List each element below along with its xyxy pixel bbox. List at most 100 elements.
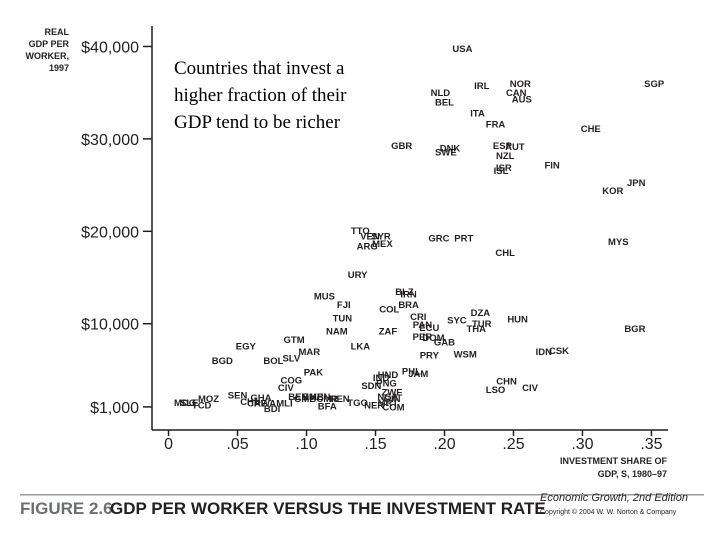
data-point-label: BEL xyxy=(435,97,454,108)
data-point-label: IRN xyxy=(400,290,417,301)
data-point-label: NAM xyxy=(326,327,348,338)
data-point-label: NLD xyxy=(431,88,451,99)
x-tick-label: 0 xyxy=(164,436,173,453)
data-point-label: CSK xyxy=(549,346,569,357)
data-point-label: SYR xyxy=(371,231,391,242)
y-tick-label: $1,000 xyxy=(90,400,139,417)
data-point-label: MDG xyxy=(174,398,196,409)
data-point-label: BDI xyxy=(264,404,280,415)
data-point-label: ZAF xyxy=(379,327,398,338)
data-point-label: CIV xyxy=(278,383,295,394)
x-tick-label: .30 xyxy=(571,436,593,453)
data-point-label: THA xyxy=(466,324,486,335)
data-point-label: PAN xyxy=(413,320,432,331)
data-point-label: GHA xyxy=(250,393,271,404)
x-tick-label: .10 xyxy=(295,436,317,453)
data-point-label: AUT xyxy=(505,142,525,153)
data-point-label: EGY xyxy=(236,341,257,352)
data-point-label: MAR xyxy=(298,347,320,358)
data-point-label: CIV xyxy=(522,383,539,394)
data-point-label: DOM xyxy=(422,333,444,344)
x-tick-label: .25 xyxy=(502,436,524,453)
data-point-label: GAB xyxy=(434,338,455,349)
data-point-label: HUN xyxy=(507,315,528,326)
data-point-label: ZMB xyxy=(303,392,324,403)
data-point-label: NGA xyxy=(377,392,398,403)
data-point-label: NZL xyxy=(496,151,515,162)
data-point-label: COG xyxy=(281,376,303,387)
data-point-label: CRI xyxy=(410,312,426,323)
data-point-label: LSO xyxy=(486,385,506,396)
figure-number: FIGURE 2.6 xyxy=(20,499,113,518)
data-point-label: ISR xyxy=(496,163,512,174)
data-point-label: REN xyxy=(330,394,350,405)
data-point-label: MLI xyxy=(276,399,292,410)
data-point-label: NER xyxy=(364,401,384,412)
data-point-label: TTO xyxy=(351,226,370,237)
x-axis-title-line: GDP, S, 1980–97 xyxy=(598,469,667,479)
x-tick-label: .05 xyxy=(226,436,248,453)
annotation-line: Countries that invest a xyxy=(174,58,345,79)
annotation-line: GDP tend to be richer xyxy=(174,112,341,133)
data-point-label: SDN xyxy=(361,381,381,392)
data-point-label: MRT xyxy=(378,398,399,409)
data-point-label: SLV xyxy=(282,353,300,364)
data-point-label: TCD xyxy=(192,401,212,412)
data-point-label: COM xyxy=(382,402,404,413)
data-point-label: FJI xyxy=(337,300,351,311)
data-point-label: SEN xyxy=(228,390,248,401)
y-axis-title-line: 1997 xyxy=(49,63,69,73)
data-point-label: PRY xyxy=(420,351,440,362)
data-point-label: JAM xyxy=(408,369,428,380)
data-point-label: JPN xyxy=(627,178,646,189)
data-point-label: PHL xyxy=(402,366,421,377)
data-point-label: LKA xyxy=(351,341,371,352)
data-point-label: TGO xyxy=(347,398,368,409)
data-point-label: SGP xyxy=(644,79,665,90)
data-point-label: IND xyxy=(373,373,390,384)
data-point-label: NOR xyxy=(510,79,531,90)
data-point-label: RWA xyxy=(254,399,276,410)
data-point-label: CAF xyxy=(247,399,267,410)
data-point-label: PER xyxy=(413,332,433,343)
publisher-label: Economic Growth, 2nd Edition xyxy=(540,492,688,504)
axes-group: $1,000 $10,000 $20,000 $30,000 $40,000 0 .05 .1… xyxy=(81,26,668,453)
data-point-label: BFA xyxy=(318,401,337,412)
data-point-label: BGR xyxy=(624,324,645,335)
data-point-label: BOL xyxy=(263,356,283,367)
copyright-label: Copyright © 2004 W. W. Norton & Company xyxy=(540,508,677,516)
data-point-label: GIN xyxy=(384,394,401,405)
x-tick-label: .15 xyxy=(364,436,386,453)
data-point-label: TUN xyxy=(333,314,353,325)
data-point-label: MOZ xyxy=(198,394,219,405)
data-point-label: BRA xyxy=(398,300,419,311)
data-point-label: URY xyxy=(348,270,368,281)
data-point-label: GTM xyxy=(284,335,305,346)
annotation-line: higher fraction of their xyxy=(174,85,347,106)
footer-divider xyxy=(20,494,704,496)
data-point-label: HND xyxy=(378,370,399,381)
y-tick-label: $20,000 xyxy=(81,224,139,241)
data-point-label: CHN xyxy=(496,377,517,388)
figure-title: GDP PER WORKER VERSUS THE INVESTMENT RAT… xyxy=(110,499,546,518)
data-point-label: USA xyxy=(452,44,472,55)
data-point-label: MYS xyxy=(608,237,629,248)
data-point-label: MEX xyxy=(372,239,393,250)
data-point-label: WSM xyxy=(454,350,477,361)
data-point-label: DNK xyxy=(440,144,461,155)
x-tick-label: .35 xyxy=(640,436,662,453)
data-point-label: IDN xyxy=(536,347,553,358)
y-tick-label: $40,000 xyxy=(81,39,139,56)
data-point-label: ECU xyxy=(419,323,439,334)
data-point-label: IRL xyxy=(474,81,490,92)
data-point-label: GMB xyxy=(294,394,316,405)
data-point-label: ISL xyxy=(494,166,509,177)
data-point-label: FRA xyxy=(486,120,506,131)
data-point-label: ARG xyxy=(357,242,378,253)
data-point-label: CAN xyxy=(506,88,527,99)
data-point-label: CHL xyxy=(240,397,260,408)
data-point-label: COL xyxy=(379,304,399,315)
data-point-label: CHL xyxy=(495,248,515,259)
